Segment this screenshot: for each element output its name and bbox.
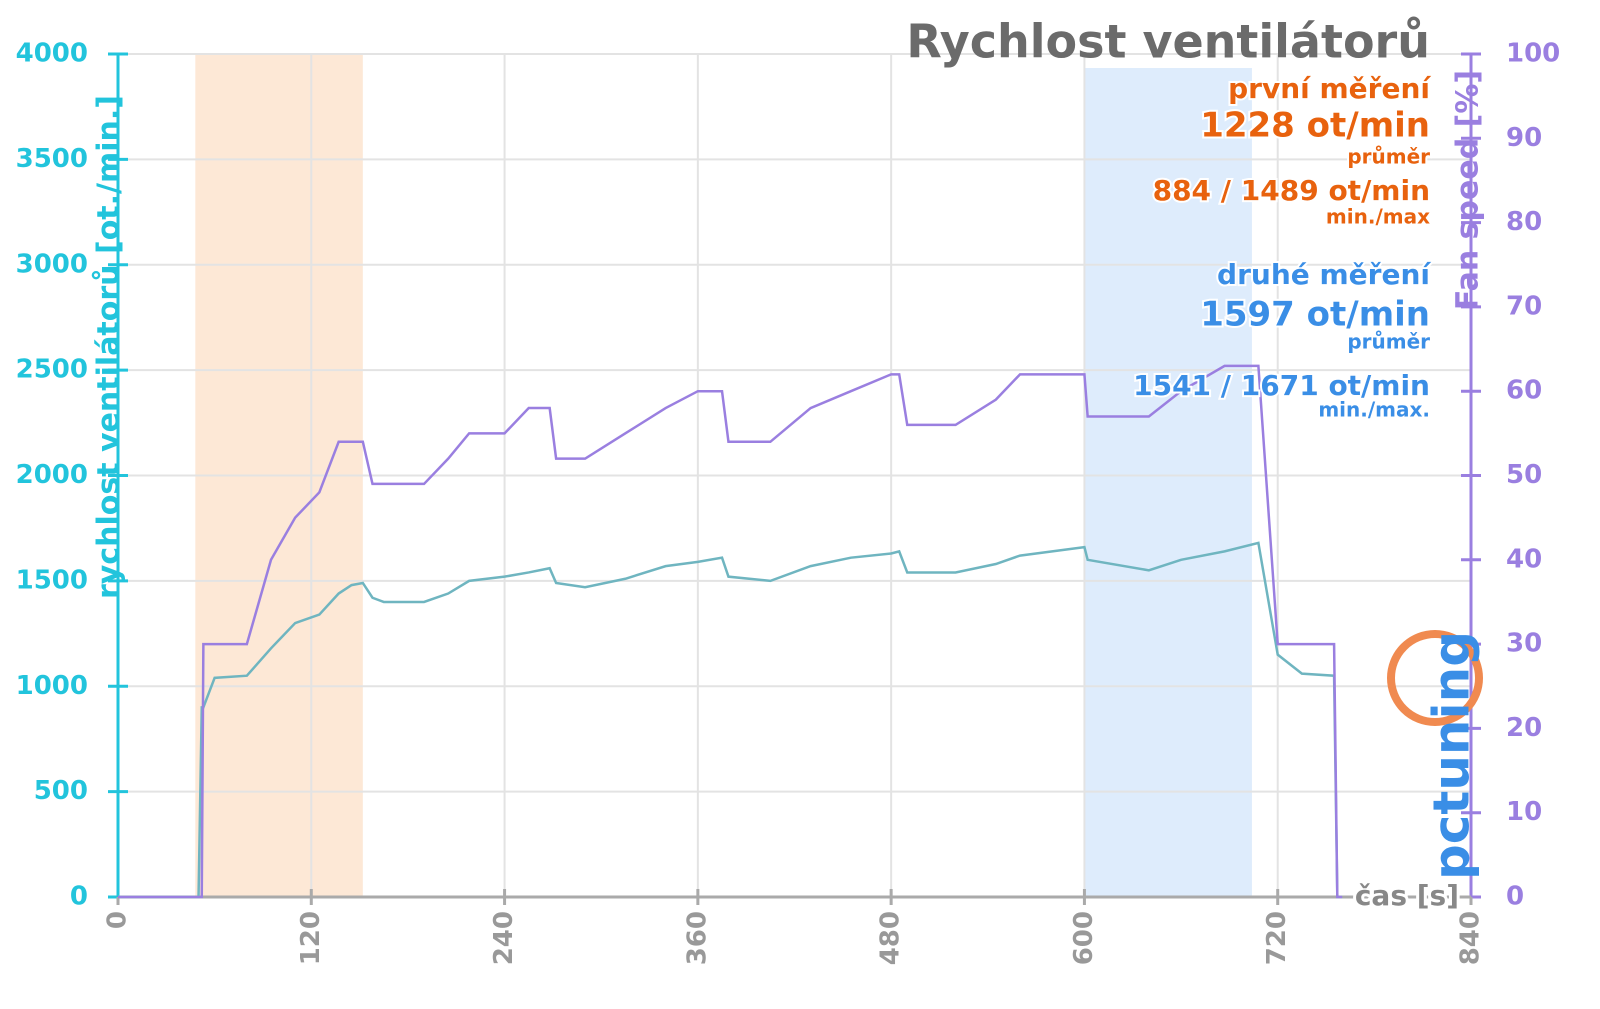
- annotation: min./max.: [1318, 398, 1430, 422]
- annotation: min./max: [1326, 205, 1430, 229]
- y-tick-label: 4000: [16, 39, 88, 69]
- x-tick-label: 240: [489, 911, 519, 965]
- x-tick-label: 720: [1262, 911, 1292, 965]
- y-tick-label: 2500: [16, 355, 88, 385]
- x-tick-label: 600: [1069, 911, 1099, 965]
- y2-tick-label: 80: [1506, 207, 1542, 237]
- y2-tick-label: 0: [1506, 882, 1524, 912]
- y-tick-label: 0: [70, 882, 88, 912]
- annotation: první měření: [1228, 72, 1431, 105]
- annotation: 1228 ot/min: [1200, 106, 1430, 146]
- annotation: průměr: [1347, 330, 1430, 354]
- y-tick-label: 3500: [16, 144, 88, 174]
- y2-axis-label: Fan speed [%]: [1451, 70, 1486, 310]
- logo: pctuning: [1423, 631, 1481, 880]
- x-tick-label: 840: [1456, 911, 1486, 965]
- x-axis-label: čas [s]: [1355, 879, 1459, 912]
- annotation: druhé měření: [1217, 258, 1431, 291]
- logo-mark: [1387, 630, 1483, 726]
- x-tick-label: 360: [682, 911, 712, 965]
- y-tick-label: 500: [34, 776, 88, 806]
- annotation: 1597 ot/min: [1200, 295, 1430, 335]
- y-tick-label: 1000: [16, 671, 88, 701]
- series-line: [118, 541, 1343, 899]
- y2-tick-label: 10: [1506, 797, 1542, 827]
- x-tick-label: 480: [876, 911, 906, 965]
- y2-tick-label: 70: [1506, 291, 1542, 321]
- y2-tick-label: 30: [1506, 629, 1542, 659]
- y2-tick-label: 40: [1506, 544, 1542, 574]
- annotation: 884 / 1489 ot/min: [1153, 174, 1430, 207]
- y-tick-label: 1500: [16, 565, 88, 595]
- shaded-region: [1084, 68, 1252, 897]
- y2-tick-label: 100: [1506, 39, 1560, 69]
- annotation: 1541 / 1671 ot/min: [1133, 369, 1430, 402]
- series-line: [118, 364, 1343, 899]
- y2-tick-label: 60: [1506, 376, 1542, 406]
- y-tick-label: 2000: [16, 460, 88, 490]
- y2-tick-label: 90: [1506, 123, 1542, 153]
- annotation: průměr: [1347, 145, 1430, 169]
- x-tick-label: 0: [103, 911, 133, 929]
- y-tick-label: 3000: [16, 249, 88, 279]
- y-axis-label: rychlost ventilátorů [ot./min.]: [91, 95, 127, 599]
- y2-tick-label: 50: [1506, 460, 1542, 490]
- x-tick-label: 120: [296, 911, 326, 965]
- chart-title: Rychlost ventilátorů: [906, 15, 1430, 69]
- y2-tick-label: 20: [1506, 713, 1542, 743]
